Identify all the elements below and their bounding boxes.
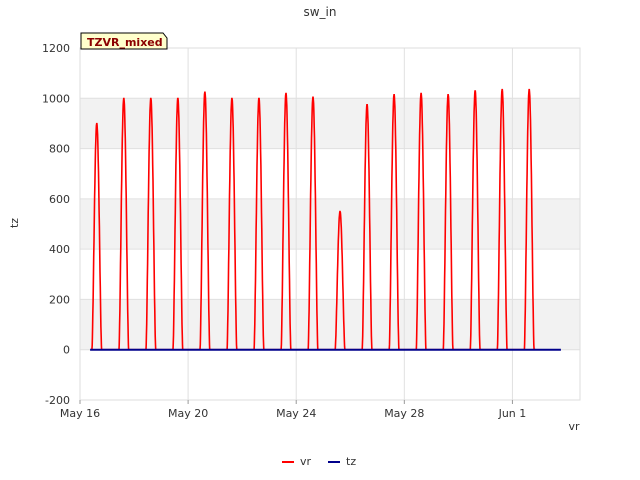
y-tick-label: 400 xyxy=(49,243,70,256)
y-tick-label: 800 xyxy=(49,143,70,156)
grid-band xyxy=(80,98,580,149)
x-axis-label: vr xyxy=(568,420,580,433)
grid-band xyxy=(80,198,580,250)
dataset-badge-text: TZVR_mixed xyxy=(87,36,163,49)
dataset-badge: TZVR_mixed xyxy=(80,32,168,50)
x-tick-label: May 28 xyxy=(384,407,424,420)
grid-band xyxy=(80,299,580,350)
x-tick-label: May 24 xyxy=(276,407,316,420)
legend-label-tz: tz xyxy=(346,455,356,468)
y-axis-label: tz xyxy=(8,218,21,228)
x-tick-label: May 16 xyxy=(60,407,100,420)
y-tick-label: 1000 xyxy=(42,92,70,105)
y-tick-label: 200 xyxy=(49,293,70,306)
y-tick-label: 1200 xyxy=(42,42,70,55)
grid-bands xyxy=(80,98,580,350)
chart-title: sw_in xyxy=(303,5,336,19)
y-tick-label: -200 xyxy=(45,394,70,407)
y-tick-label: 0 xyxy=(63,344,70,357)
legend: vr tz xyxy=(282,455,356,468)
y-axis-ticks: -200 0 200 400 600 800 1000 1200 xyxy=(42,42,70,407)
legend-label-vr: vr xyxy=(300,455,312,468)
x-tick-label: Jun 1 xyxy=(498,407,527,420)
y-tick-label: 600 xyxy=(49,193,70,206)
x-tick-label: May 20 xyxy=(168,407,208,420)
series-layer xyxy=(90,88,561,351)
series-vr-line xyxy=(90,88,536,351)
x-axis-ticks: May 16 May 20 May 24 May 28 Jun 1 xyxy=(60,400,526,420)
dataset-badge-box xyxy=(80,32,168,50)
plot-frame xyxy=(79,47,581,401)
